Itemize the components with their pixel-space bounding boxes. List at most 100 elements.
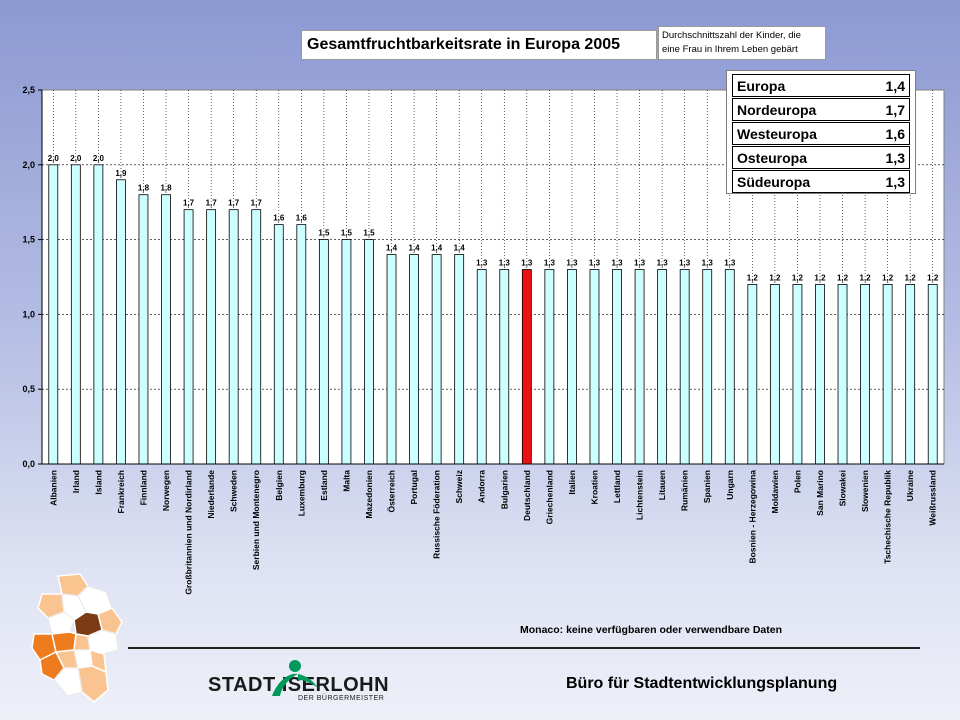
x-category-label: Slowakei [838,470,848,506]
y-tick-label: 2,0 [22,160,35,170]
bar-value-label: 1,3 [611,259,623,268]
bar [792,284,803,465]
bar-value-label: 1,5 [341,229,353,238]
bar [93,164,104,465]
x-category-label: Malta [341,470,351,492]
y-tick-label: 1,0 [22,309,35,319]
bar-value-label: 1,3 [521,259,533,268]
x-category-label: Rumänien [680,470,690,511]
bar [251,209,262,465]
x-category-label: Island [93,470,103,495]
x-category-label: Finnland [138,470,148,505]
bar [837,284,848,465]
bar-value-label: 1,4 [454,244,466,253]
bar [679,269,690,465]
bar-value-label: 1,7 [251,199,263,208]
data-note: Monaco: keine verfügbaren oder verwendba… [520,624,782,636]
bar-value-label: 1,2 [769,273,781,282]
bar [318,239,329,465]
bar [341,239,352,465]
x-category-label: Albanien [48,470,58,506]
x-category-label: Deutschland [522,470,532,521]
bar [567,269,577,465]
bar-value-label: 1,7 [183,199,195,208]
legend-value: 1,7 [885,101,905,118]
bar-value-label: 1,4 [431,244,443,253]
legend-value: 1,6 [885,125,905,142]
bar-value-label: 1,5 [363,229,375,238]
x-category-label: Bosnien - Herzegowina [747,470,757,564]
bar-value-label: 1,5 [318,229,330,238]
bar [161,194,171,465]
chart-subtitle: Durchschnittszahl der Kinder, die eine F… [658,26,826,60]
x-category-label: Schweiz [454,470,464,504]
x-category-label: Norwegen [161,470,171,511]
legend-row-europa: Europa 1,4 [732,74,910,97]
bar [702,269,713,465]
x-category-label: Slowenien [860,470,870,512]
x-category-label: Luxemburg [296,470,306,516]
x-category-label: Irland [71,470,81,493]
legend-value: 1,4 [885,77,905,94]
bar-value-label: 1,2 [747,273,759,282]
bar [183,209,194,465]
bar-value-label: 1,3 [566,259,578,268]
bar [138,194,149,465]
x-category-label: Tschechische Republik [883,470,893,564]
legend-value: 1,3 [885,173,905,190]
bar-value-label: 1,8 [138,184,150,193]
bar [228,209,239,465]
bar [273,224,284,465]
iserlohn-map-logo [31,573,123,703]
x-category-label: Lettland [612,470,622,503]
bar [296,224,307,465]
bar [657,269,668,465]
x-category-label: Niederlande [206,470,216,519]
bar-value-label: 1,3 [589,259,601,268]
bar [905,284,916,465]
x-category-label: Moldawien [770,470,780,513]
brand-wordmark: STADT ISERLOHN [208,674,390,696]
x-category-label: Litauen [657,470,667,500]
brand-emblem-icon [272,660,318,696]
y-tick-label: 1,5 [22,235,35,245]
bar-value-label: 1,3 [499,259,511,268]
subtitle-line-1: Durchschnittszahl der Kinder, die [662,30,801,41]
x-category-label: Kroatien [589,470,599,504]
bar [70,164,81,465]
bar [724,269,735,465]
bar-value-label: 1,4 [386,244,398,253]
legend-row-osteuropa: Osteuropa 1,3 [732,146,910,169]
bar-value-label: 1,7 [228,199,240,208]
legend-row-suedeuropa: Südeuropa 1,3 [732,170,910,193]
x-category-label: San Marino [815,470,825,516]
bar-value-label: 1,3 [702,259,714,268]
chart-title: Gesamtfruchtbarkeitsrate in Europa 2005 [301,30,657,60]
bar [431,254,442,465]
x-category-label: Mazedonien [364,470,374,519]
bar [116,179,126,465]
bar-value-label: 1,3 [634,259,646,268]
bar [206,209,217,465]
bar-value-label: 1,2 [927,273,939,282]
bar [48,164,59,465]
x-category-label: Russische Föderation [432,470,442,559]
bar-value-label: 2,0 [70,154,82,163]
bar-value-label: 1,2 [882,273,894,282]
bar [499,269,510,465]
bar [544,269,555,465]
subtitle-line-2: eine Frau in Ihrem Leben gebärt [662,44,798,55]
bar [589,269,600,465]
legend-region: Osteuropa [737,149,808,166]
bar-value-label: 2,0 [93,154,105,163]
x-category-label: Griechenland [544,470,554,524]
legend-region: Westeuropa [737,125,817,142]
bar-value-label: 1,2 [814,273,826,282]
x-category-label: Weißrussland [928,470,938,526]
x-category-label: Spanien [702,470,712,503]
bar [386,254,397,465]
x-category-label: Italien [567,470,577,495]
x-category-label: Belgien [274,470,284,501]
x-category-label: Andorra [477,470,487,503]
y-tick-label: 0,5 [22,384,35,394]
